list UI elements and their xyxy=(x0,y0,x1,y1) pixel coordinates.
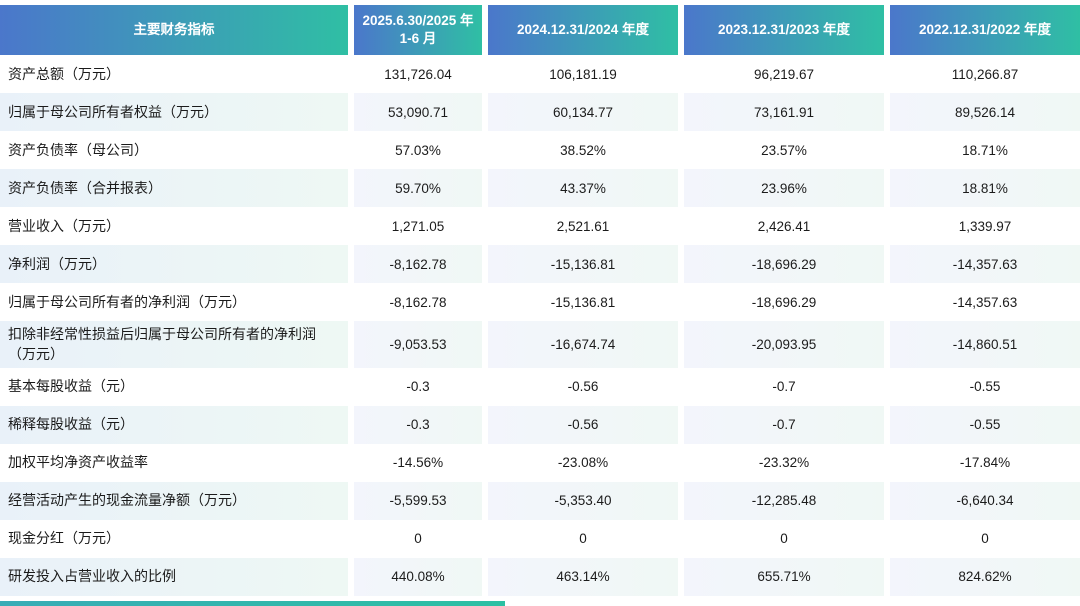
table-row: 稀释每股收益（元） -0.3 -0.56 -0.7 -0.55 xyxy=(0,405,1080,444)
cell-value: -14,357.63 xyxy=(890,245,1080,283)
cell-value: -0.55 xyxy=(890,405,1080,444)
cell-value: -0.56 xyxy=(567,379,599,395)
table-row: 营业收入（万元） 1,271.05 2,521.61 2,426.41 1,339.97 xyxy=(0,207,1080,245)
cell-value: 57.03% xyxy=(395,142,441,158)
cell-value: 655.71% xyxy=(684,557,884,596)
table-row: 资产负债率（母公司） 57.03% 38.52% 23.57% 18.71% xyxy=(0,131,1080,169)
table-row: 扣除非经常性损益后归属于母公司所有者的净利润（万元） -9,053.53 -16,6… xyxy=(0,321,1080,368)
row-label: 经营活动产生的现金流量净额（万元） xyxy=(0,481,348,520)
cell-value: 440.08% xyxy=(354,557,482,596)
table-row: 归属于母公司所有者的净利润（万元） -8,162.78 -15,136.81 -18,… xyxy=(0,283,1080,321)
header-cell-indicator: 主要财务指标 xyxy=(0,5,348,55)
table-row: 基本每股收益（元） -0.3 -0.56 -0.7 -0.55 xyxy=(0,368,1080,406)
cell-value: -17.84% xyxy=(959,455,1011,471)
header-cell-period-3: 2023.12.31/2023 年度 xyxy=(684,5,884,55)
cell-value: 38.52% xyxy=(560,142,606,158)
cell-value: 2,521.61 xyxy=(556,218,610,234)
cell-value: -9,053.53 xyxy=(354,321,482,368)
table-row: 研发投入占营业收入的比例 440.08% 463.14% 655.71% 824.62% xyxy=(0,557,1080,596)
cell-value: -23.32% xyxy=(758,455,810,471)
cell-value: -0.7 xyxy=(772,379,796,395)
row-label: 营业收入（万元） xyxy=(8,217,120,234)
row-label: 资产总额（万元） xyxy=(8,65,120,82)
table-row: 现金分红（万元） 0 0 0 0 xyxy=(0,520,1080,558)
table-row: 资产负债率（合并报表） 59.70% 43.37% 23.96% 18.81% xyxy=(0,169,1080,207)
table-row: 资产总额（万元） 131,726.04 106,181.19 96,219.67 110… xyxy=(0,55,1080,93)
row-label: 现金分红（万元） xyxy=(8,530,120,547)
table-header-row: 主要财务指标 2025.6.30/2025 年 1-6 月 2024.12.31/2… xyxy=(0,5,1080,55)
cell-value: 18.81% xyxy=(890,169,1080,207)
cell-value: -5,353.40 xyxy=(488,481,678,520)
cell-value: -14.56% xyxy=(392,455,444,471)
cell-value: 59.70% xyxy=(354,169,482,207)
cell-value: -18,696.29 xyxy=(751,294,817,310)
cell-value: 110,266.87 xyxy=(951,66,1019,82)
row-label: 稀释每股收益（元） xyxy=(0,405,348,444)
table-body: 资产总额（万元） 131,726.04 106,181.19 96,219.67 110… xyxy=(0,55,1080,596)
cell-value: 73,161.91 xyxy=(684,93,884,131)
cell-value: -16,674.74 xyxy=(488,321,678,368)
header-cell-period-2: 2024.12.31/2024 年度 xyxy=(488,5,678,55)
cell-value: -0.56 xyxy=(488,405,678,444)
cell-value: 23.96% xyxy=(684,169,884,207)
table-header: 主要财务指标 2025.6.30/2025 年 1-6 月 2024.12.31/2… xyxy=(0,5,1080,55)
table-row: 归属于母公司所有者权益（万元） 53,090.71 60,134.77 73,161.… xyxy=(0,93,1080,131)
cell-value: 53,090.71 xyxy=(354,93,482,131)
row-label: 归属于母公司所有者权益（万元） xyxy=(0,93,348,131)
row-label: 归属于母公司所有者的净利润（万元） xyxy=(8,293,246,310)
cell-value: 106,181.19 xyxy=(549,66,617,82)
cell-value: 0 xyxy=(579,531,587,547)
row-label: 资产负债率（母公司） xyxy=(8,141,148,158)
cell-value: 0 xyxy=(981,531,989,547)
row-label: 扣除非经常性损益后归属于母公司所有者的净利润（万元） xyxy=(0,321,348,368)
cell-value: 43.37% xyxy=(488,169,678,207)
cell-value: 131,726.04 xyxy=(384,66,452,82)
row-label: 资产负债率（合并报表） xyxy=(0,169,348,207)
cell-value: 824.62% xyxy=(890,557,1080,596)
cell-value: -0.7 xyxy=(684,405,884,444)
cell-value: -5,599.53 xyxy=(354,481,482,520)
cell-value: -0.3 xyxy=(406,379,430,395)
cell-value: -8,162.78 xyxy=(389,294,447,310)
cell-value: -0.3 xyxy=(354,405,482,444)
cell-value: -20,093.95 xyxy=(684,321,884,368)
cell-value: 463.14% xyxy=(488,557,678,596)
cell-value: 1,339.97 xyxy=(958,218,1012,234)
cell-value: -12,285.48 xyxy=(684,481,884,520)
cell-value: -6,640.34 xyxy=(890,481,1080,520)
cell-value: 1,271.05 xyxy=(391,218,445,234)
cell-value: 89,526.14 xyxy=(890,93,1080,131)
cell-value: 18.71% xyxy=(962,142,1008,158)
cell-value: -14,860.51 xyxy=(890,321,1080,368)
cell-value: -0.55 xyxy=(969,379,1001,395)
next-section-header-sliver xyxy=(0,601,505,606)
header-cell-period-1: 2025.6.30/2025 年 1-6 月 xyxy=(354,5,482,55)
cell-value: -15,136.81 xyxy=(488,245,678,283)
cell-value: 60,134.77 xyxy=(488,93,678,131)
header-cell-period-4: 2022.12.31/2022 年度 xyxy=(890,5,1080,55)
table-row: 经营活动产生的现金流量净额（万元） -5,599.53 -5,353.40 -12,2… xyxy=(0,481,1080,520)
cell-value: -23.08% xyxy=(557,455,609,471)
cell-value: 23.57% xyxy=(761,142,807,158)
cell-value: -14,357.63 xyxy=(952,294,1018,310)
cell-value: -15,136.81 xyxy=(550,294,616,310)
cell-value: 0 xyxy=(414,531,422,547)
financial-indicators-table: 主要财务指标 2025.6.30/2025 年 1-6 月 2024.12.31/2… xyxy=(0,5,1080,596)
table-row: 净利润（万元） -8,162.78 -15,136.81 -18,696.29 -14,… xyxy=(0,245,1080,283)
row-label: 基本每股收益（元） xyxy=(8,378,134,395)
cell-value: -18,696.29 xyxy=(684,245,884,283)
cell-value: 96,219.67 xyxy=(753,66,815,82)
row-label: 研发投入占营业收入的比例 xyxy=(0,557,348,596)
row-label: 净利润（万元） xyxy=(0,245,348,283)
cell-value: 2,426.41 xyxy=(757,218,811,234)
row-label: 加权平均净资产收益率 xyxy=(8,454,148,471)
table-row: 加权平均净资产收益率 -14.56% -23.08% -23.32% -17.84% xyxy=(0,444,1080,482)
cell-value: 0 xyxy=(780,531,788,547)
cell-value: -8,162.78 xyxy=(354,245,482,283)
